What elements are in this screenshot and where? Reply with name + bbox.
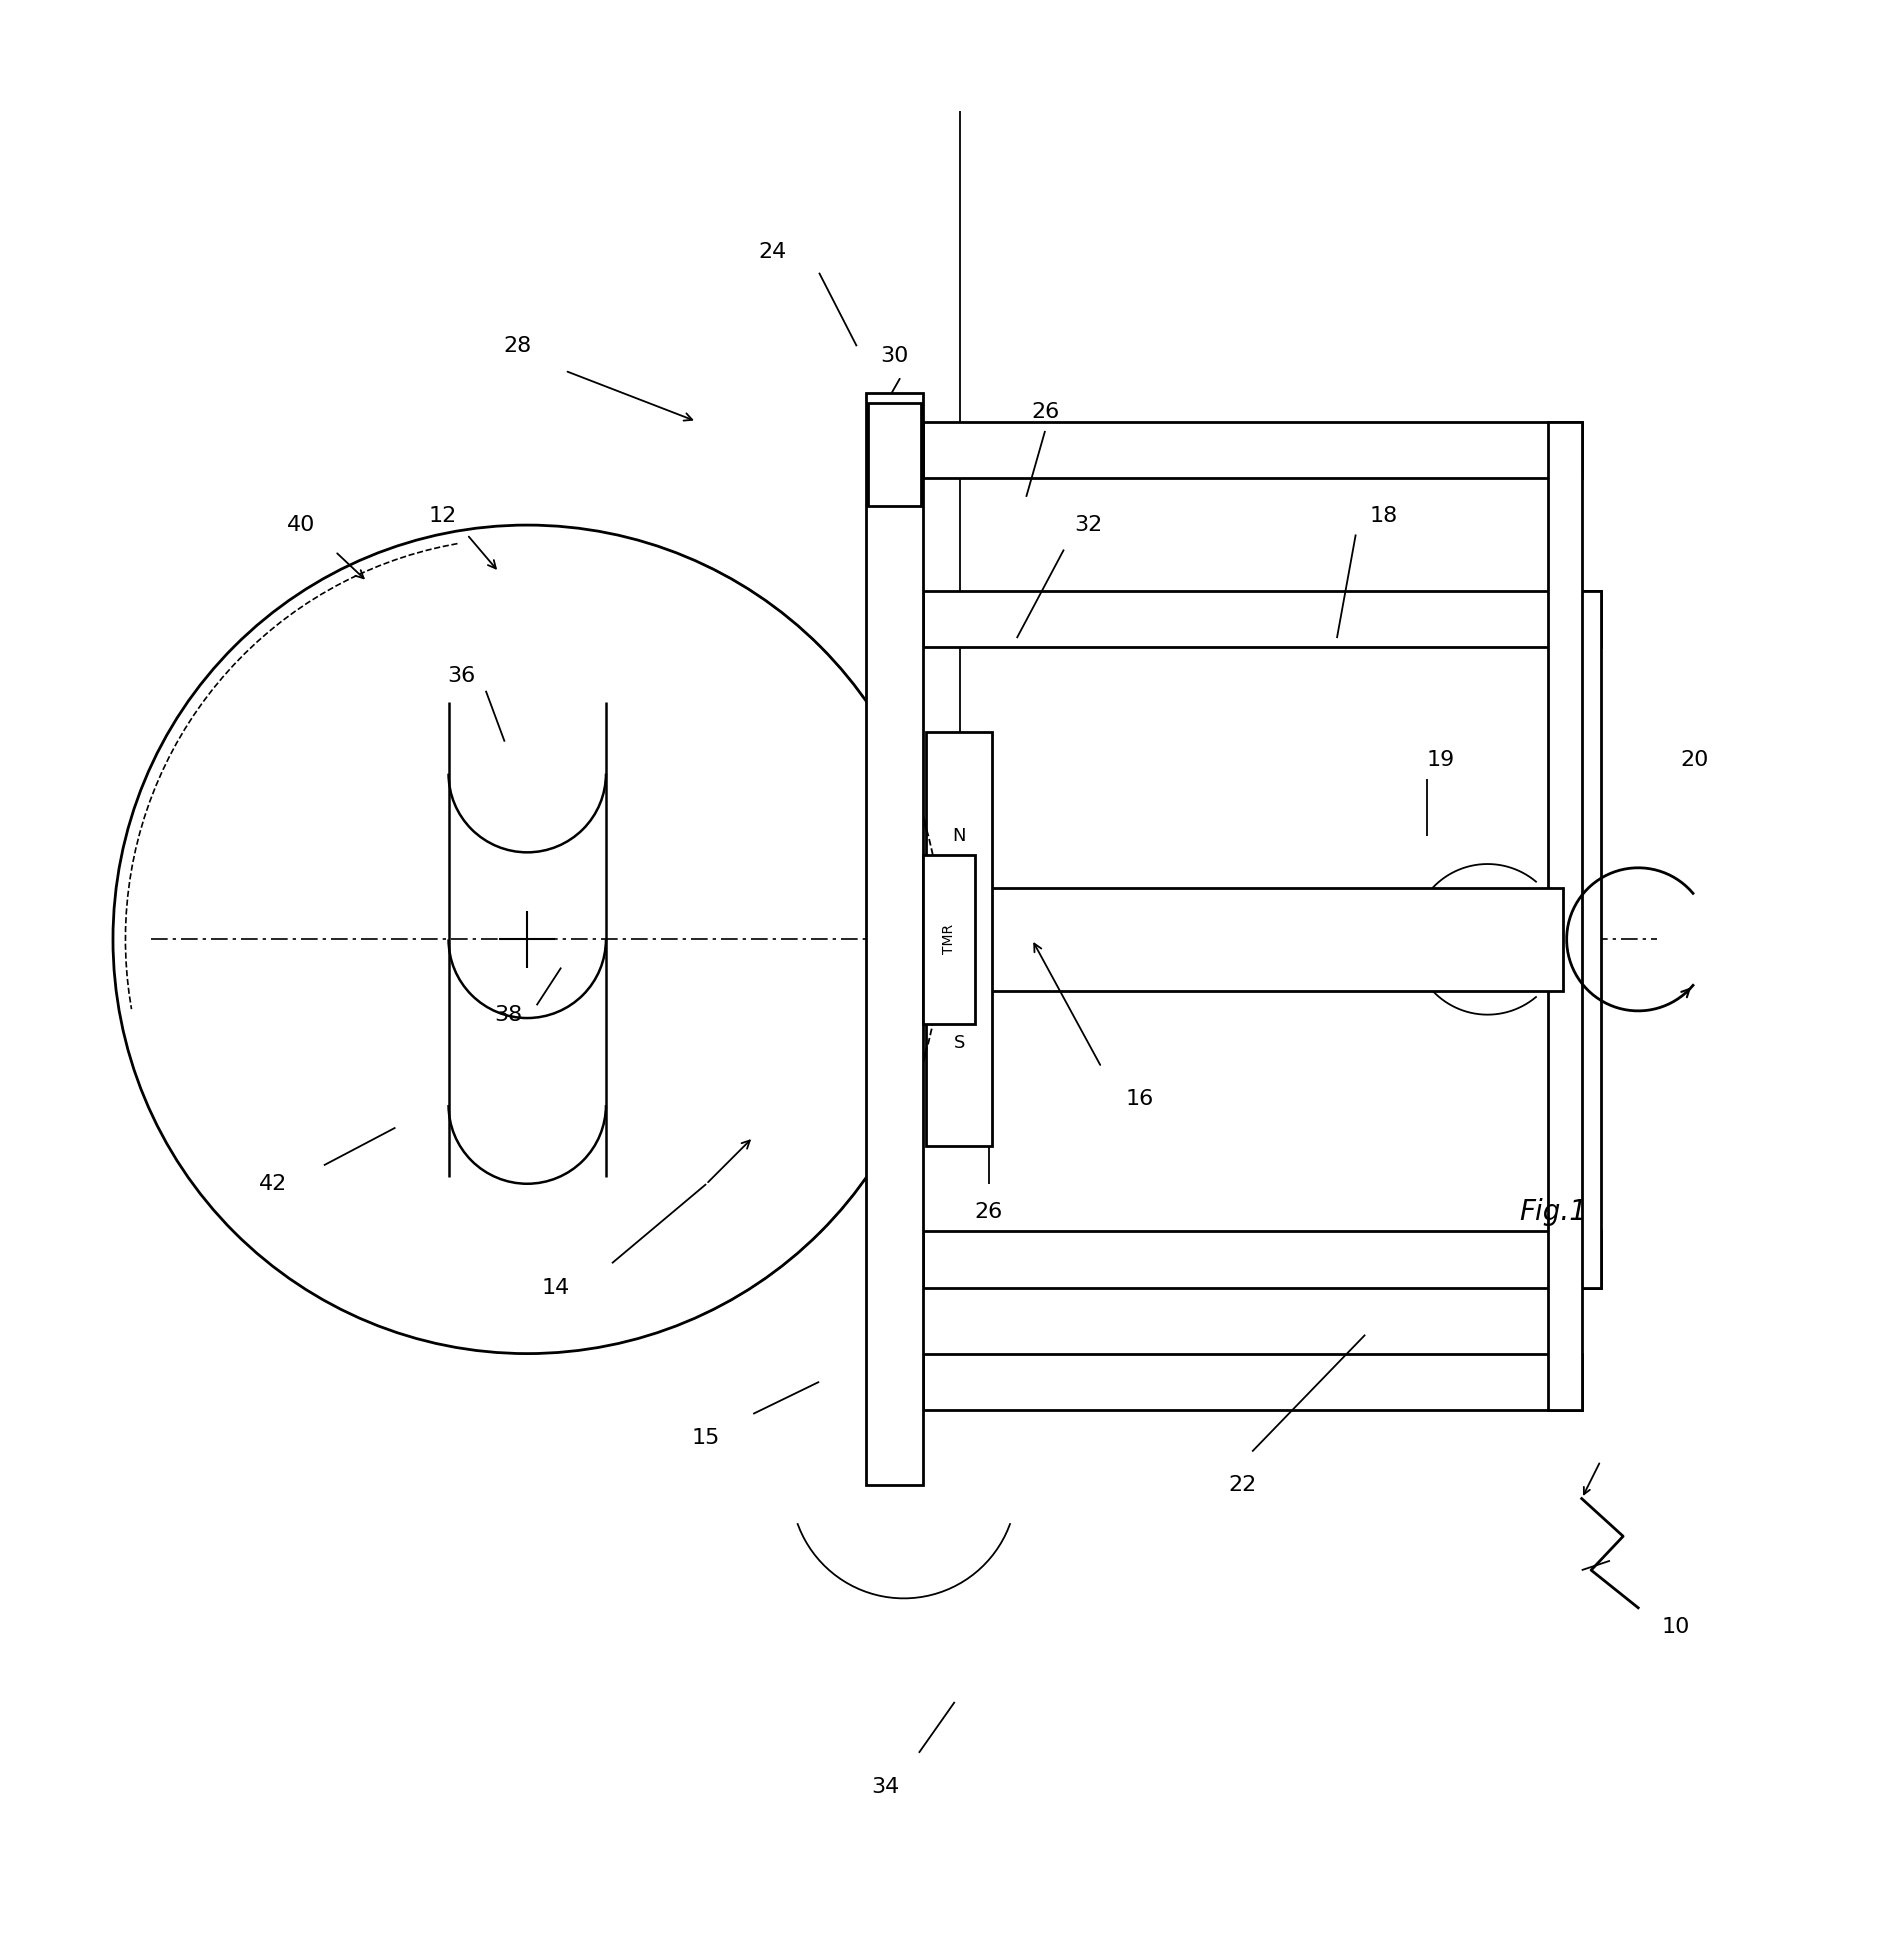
Bar xyxy=(1566,590,1600,1288)
Text: S: S xyxy=(952,1034,965,1051)
Bar xyxy=(922,422,1581,479)
Text: N: N xyxy=(952,827,965,844)
Bar xyxy=(1547,422,1581,1411)
Text: TMR: TMR xyxy=(941,924,956,954)
Text: 34: 34 xyxy=(869,1776,900,1796)
Text: 20: 20 xyxy=(1679,750,1709,770)
Text: 42: 42 xyxy=(258,1174,288,1194)
Bar xyxy=(922,590,1600,647)
Text: 30: 30 xyxy=(879,346,909,365)
Text: 38: 38 xyxy=(493,1004,523,1024)
Text: 14: 14 xyxy=(540,1278,570,1297)
Text: 28: 28 xyxy=(502,336,533,356)
Text: 22: 22 xyxy=(1227,1475,1257,1495)
Bar xyxy=(926,733,992,1147)
Text: 40: 40 xyxy=(286,516,316,535)
Text: 10: 10 xyxy=(1660,1616,1690,1637)
Bar xyxy=(922,854,975,1024)
Bar xyxy=(922,1231,1600,1288)
Text: 16: 16 xyxy=(1124,1090,1154,1110)
Bar xyxy=(960,887,1562,991)
Text: 15: 15 xyxy=(691,1428,721,1448)
Text: 32: 32 xyxy=(1073,516,1103,535)
Text: 18: 18 xyxy=(1368,506,1398,526)
Bar xyxy=(866,393,922,1485)
Bar xyxy=(922,1354,1581,1411)
Text: 12: 12 xyxy=(427,506,457,526)
Text: 26: 26 xyxy=(973,1202,1003,1223)
Bar xyxy=(868,403,920,506)
Text: 26: 26 xyxy=(1029,403,1060,422)
Text: 19: 19 xyxy=(1425,750,1455,770)
Text: Fig.1: Fig.1 xyxy=(1519,1198,1587,1227)
Text: 24: 24 xyxy=(757,242,787,262)
Text: 36: 36 xyxy=(446,666,476,686)
